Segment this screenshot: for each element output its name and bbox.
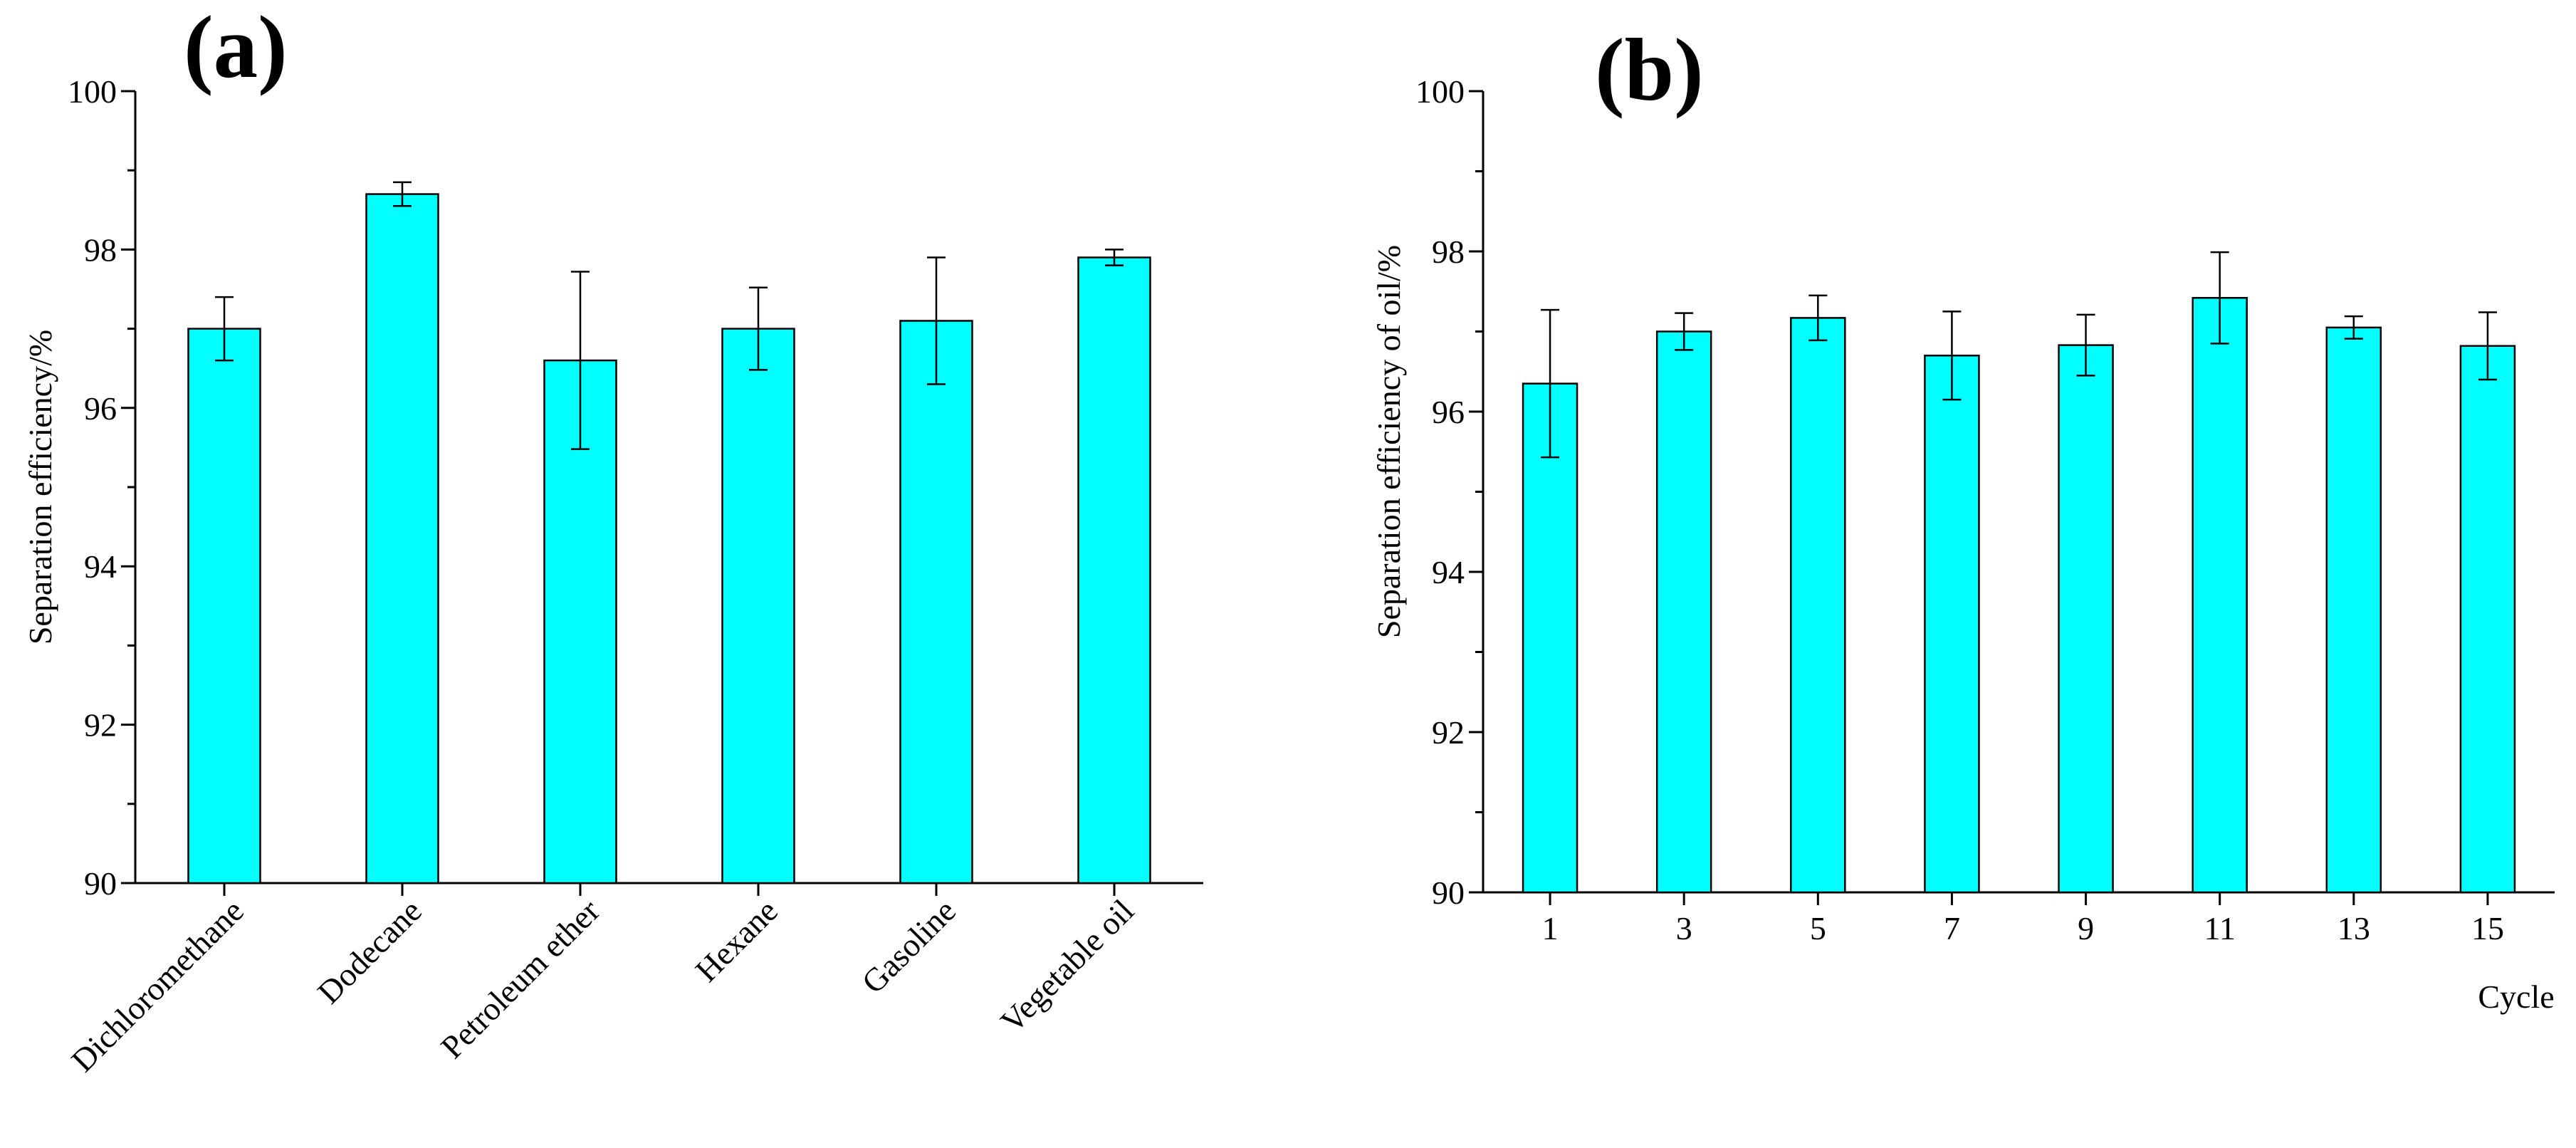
y-tick-label: 92 <box>84 707 117 743</box>
y-axis-title: Separation efficiency of oil/% <box>1371 245 1407 638</box>
y-tick-label: 98 <box>84 231 117 268</box>
x-tick-label: Hexane <box>688 892 785 988</box>
y-tick-label: 98 <box>1432 234 1465 270</box>
chart-a: 90 92 94 96 98 100 Dichloromethane Dodecane Petr… <box>22 0 1203 1079</box>
bar-11 <box>2192 297 2248 894</box>
bar-petroleum-ether <box>543 359 617 885</box>
x-tick-label: 1 <box>1542 910 1559 946</box>
x-tick-label: Vegetable oil <box>993 892 1141 1040</box>
x-tick-label: Dodecane <box>310 892 429 1011</box>
x-tick-label: 15 <box>2471 910 2504 946</box>
bar-1 <box>1522 382 1578 894</box>
x-tick-label: Dichloromethane <box>64 892 251 1079</box>
x-axis-title: Cycle <box>2478 979 2554 1015</box>
y-tick-label: 94 <box>1432 554 1465 590</box>
x-tick-label: Petroleum ether <box>434 892 607 1065</box>
panel-label: (a) <box>184 0 288 97</box>
bar-gasoline <box>899 320 973 885</box>
x-tick-label: Gasoline <box>854 892 963 1001</box>
y-tick-label: 92 <box>1432 714 1465 751</box>
y-tick-label: 100 <box>1415 73 1465 110</box>
y-tick-label: 96 <box>84 390 117 427</box>
bar-9 <box>2058 344 2114 894</box>
bar-13 <box>2325 326 2382 894</box>
y-axis-title: Separation efficiency/% <box>22 330 58 645</box>
x-tick-label: 9 <box>2078 910 2094 946</box>
bar-15 <box>2459 345 2516 894</box>
x-tick-label: 11 <box>2204 910 2236 946</box>
bar-hexane <box>721 328 795 885</box>
y-tick-label: 96 <box>1432 394 1465 430</box>
y-tick-label: 100 <box>68 73 117 110</box>
y-tick-label: 90 <box>1432 875 1465 911</box>
y-tick-label: 90 <box>84 865 117 902</box>
y-tick-label: 94 <box>84 548 117 585</box>
bar-7 <box>1924 355 1980 894</box>
bar-5 <box>1790 317 1846 894</box>
x-tick-label: 13 <box>2337 910 2370 946</box>
bar-dodecane <box>365 193 439 885</box>
bar-3 <box>1655 330 1712 894</box>
bar-dichloromethane <box>187 328 261 885</box>
x-tick-label: 5 <box>1810 910 1826 946</box>
panel-label: (b) <box>1595 21 1704 120</box>
x-tick-label: 7 <box>1944 910 1960 946</box>
bar-vegetable-oil <box>1077 256 1151 885</box>
x-tick-label: 3 <box>1676 910 1692 946</box>
